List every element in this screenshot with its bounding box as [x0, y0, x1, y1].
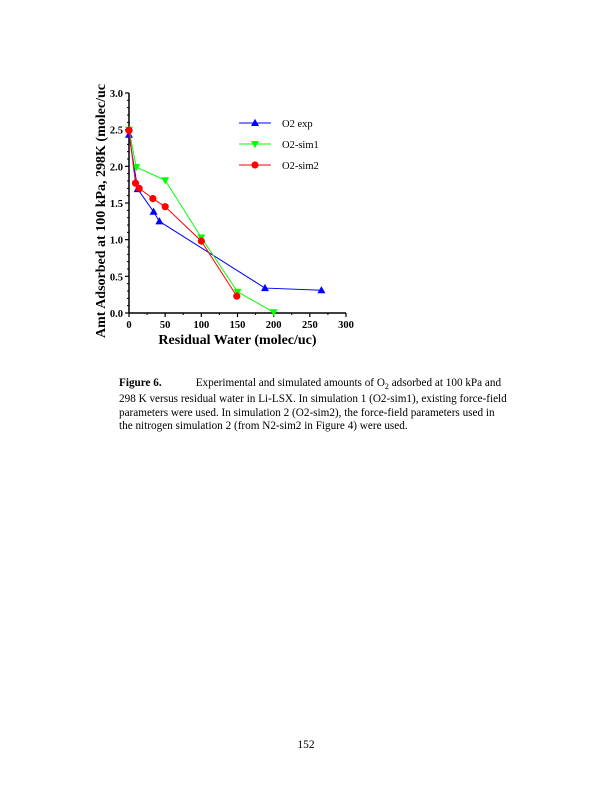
- data-point: [197, 237, 205, 245]
- caption-text-1: Experimental and simulated amounts of O: [195, 377, 385, 389]
- data-point: [269, 309, 278, 317]
- data-point: [317, 286, 326, 294]
- y-tick-label: 2.0: [110, 162, 123, 173]
- figure-caption: Figure 6. Experimental and simulated amou…: [119, 377, 509, 433]
- caption-subscript: 2: [384, 382, 389, 392]
- y-tick-label: 1.0: [110, 236, 123, 247]
- figure-6-chart: 0 50 100 150 200 250 300 0.0 0.5 1.0 1.5 2.0 2.5 3.0 R…: [94, 84, 354, 348]
- x-tick-label: 200: [266, 320, 282, 331]
- caption-text-2: adsorbed at 100 kPa and 298 K versus res…: [119, 377, 507, 432]
- legend-marker: [251, 161, 259, 169]
- x-tick-label: 250: [302, 320, 318, 331]
- y-axis-label: Amt Adsorbed at 100 kPa, 298K (molec/uc: [94, 84, 109, 338]
- series-o2-sim1: O2-sim1: [125, 126, 319, 317]
- legend-label: O2-sim2: [282, 161, 319, 172]
- x-tick-label: 0: [126, 320, 131, 331]
- data-point: [149, 195, 157, 203]
- data-point: [161, 203, 169, 211]
- data-point: [135, 184, 143, 192]
- data-point: [155, 217, 164, 225]
- legend-marker: [251, 141, 259, 149]
- series-line: [128, 130, 238, 297]
- y-tick-label: 2.5: [110, 126, 123, 137]
- x-tick-label: 300: [338, 320, 354, 331]
- y-tick-label: 1.5: [110, 199, 123, 210]
- y-tick-label: 3.0: [110, 89, 123, 100]
- x-tick-label: 100: [193, 320, 209, 331]
- x-axis-label: Residual Water (molec/uc): [158, 333, 316, 348]
- data-point: [260, 283, 269, 292]
- series-line: [128, 134, 322, 291]
- series-line: [128, 129, 274, 313]
- data-point: [233, 292, 241, 300]
- data-point: [132, 164, 141, 172]
- legend-label: O2-sim1: [282, 140, 319, 151]
- caption-label: Figure 6.: [119, 377, 162, 389]
- x-tick-label: 150: [230, 320, 246, 331]
- page-number: 152: [297, 739, 315, 751]
- data-point: [233, 288, 242, 296]
- legend-marker: [251, 118, 259, 126]
- y-tick-label: 0.5: [110, 272, 123, 283]
- data-point: [125, 126, 133, 134]
- series-o2-sim2: O2-sim2: [125, 126, 319, 300]
- legend-label: O2 exp: [282, 119, 313, 130]
- x-tick-label: 50: [160, 320, 171, 331]
- y-tick-label: 0.0: [110, 309, 123, 320]
- data-point: [161, 177, 170, 185]
- data-point: [149, 207, 158, 215]
- data-point: [131, 179, 140, 187]
